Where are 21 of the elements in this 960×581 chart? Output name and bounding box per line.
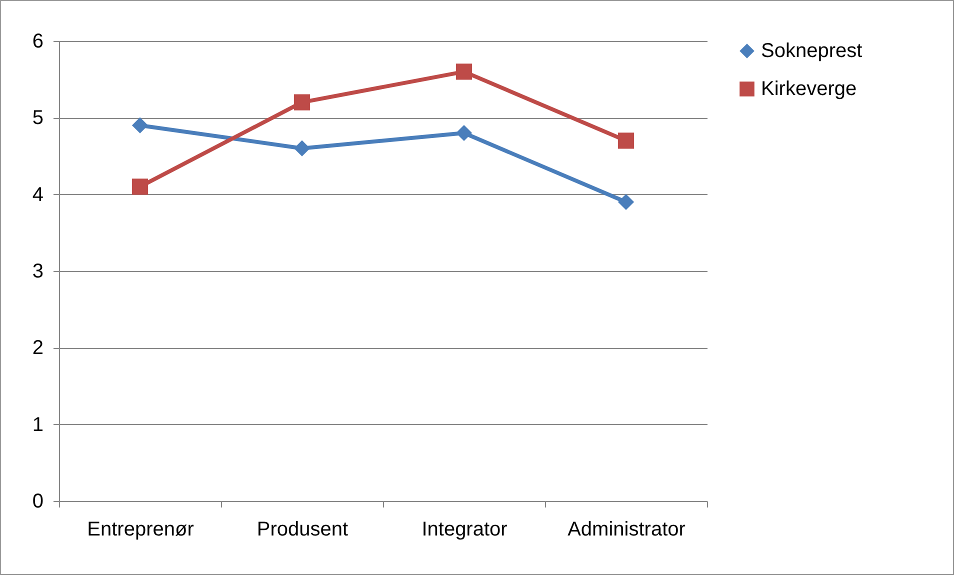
x-tick-label: Administrator xyxy=(568,518,686,540)
y-tick-label: 6 xyxy=(32,30,44,52)
point xyxy=(618,194,634,210)
x-tick-label: Integrator xyxy=(422,518,508,540)
point xyxy=(294,140,310,156)
point xyxy=(132,117,148,134)
point xyxy=(456,64,472,80)
y-tick-label: 4 xyxy=(32,184,44,206)
x-tick-label: Entreprenør xyxy=(87,518,194,540)
y-tick-label: 2 xyxy=(32,337,44,360)
y-tick-label: 5 xyxy=(32,107,44,130)
legend-label: Sokneprest xyxy=(761,40,863,62)
y-tick-label: 1 xyxy=(32,414,44,436)
y-tick-label: 3 xyxy=(32,260,44,282)
y-tick-label: 0 xyxy=(32,490,44,512)
point xyxy=(294,94,310,110)
legend-label: Kirkeverge xyxy=(761,78,857,100)
x-tick-label: Produsent xyxy=(256,518,349,540)
point xyxy=(618,132,634,149)
point xyxy=(456,124,472,142)
point xyxy=(132,178,148,195)
